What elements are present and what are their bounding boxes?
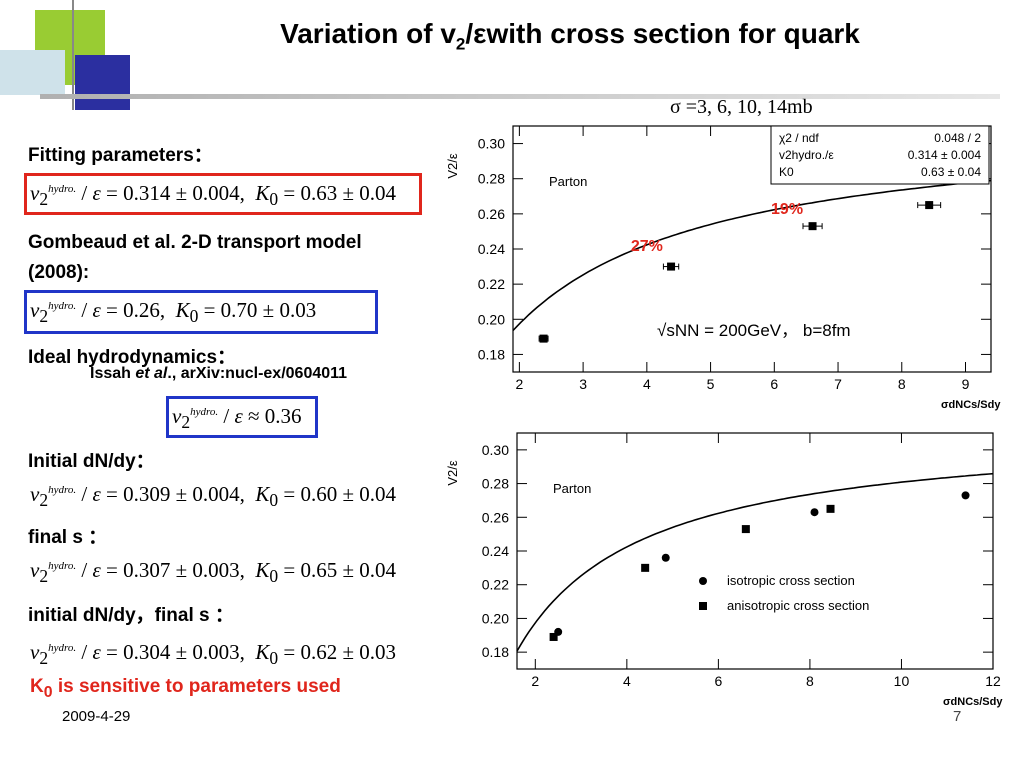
- y-tick-label: 0.24: [482, 543, 509, 559]
- legend-label: isotropic cross section: [727, 573, 855, 588]
- y-tick-label: 0.24: [478, 241, 505, 257]
- y-tick-label: 0.28: [478, 171, 505, 187]
- x-tick-label: 6: [714, 673, 722, 689]
- y-tick-label: 0.18: [482, 644, 509, 660]
- initial-dndy-label: Initial dN/dy：: [28, 451, 155, 472]
- chart-top: 0.18 0.20 0.22 0.24 0.26 0.28 0.30 2 3 4 5 6 7 8 9 V2/ε…: [445, 125, 1001, 411]
- page-number: 7: [953, 708, 962, 725]
- data-point: [808, 222, 817, 231]
- energy-annotation: √sNN = 200GeV， b=8fm: [657, 321, 851, 340]
- x-axis-label: σdNCs/Sdy: [941, 399, 1001, 411]
- y-axis-label: V2/ε: [445, 460, 460, 486]
- y-tick-label: 0.20: [482, 610, 509, 626]
- fit-stats-name: K0: [779, 165, 794, 179]
- decor-vertical-line: [72, 0, 74, 110]
- fit-formula: v2hydro. / ε = 0.314 ± 0.004, K0 = 0.63 …: [30, 181, 396, 210]
- x-tick-label: 10: [894, 673, 910, 689]
- data-point-isotropic: [661, 553, 670, 562]
- data-point-isotropic: [810, 508, 819, 517]
- data-point-isotropic: [961, 491, 970, 500]
- data-point-anisotropic: [826, 504, 835, 513]
- x-axis-label: σdNCs/Sdy: [943, 696, 1003, 708]
- issah-reference: Issah et al., arXiv:nucl-ex/0604011: [90, 365, 348, 382]
- data-point: [925, 201, 934, 210]
- gombeaud-formula-box: [24, 290, 378, 334]
- legend-marker-circle: [699, 577, 707, 585]
- slide-title: Variation of v2/εwith cross section for …: [280, 18, 860, 54]
- decor-teal-block: [0, 50, 65, 95]
- x-tick-label: 7: [834, 376, 842, 392]
- y-axis-label: V2/ε: [445, 153, 460, 179]
- data-point-anisotropic: [641, 563, 650, 572]
- x-tick-label: 8: [898, 376, 906, 392]
- final-s-label: final s ：: [28, 527, 108, 548]
- y-tick-label: 0.22: [482, 577, 509, 593]
- fitting-params-label: Fitting parameters：: [28, 145, 213, 166]
- fit-stats-name: χ2 / ndf: [779, 131, 819, 145]
- fit-stats-box: [770, 125, 990, 185]
- data-point: [539, 334, 548, 343]
- x-tick-label: 2: [515, 376, 523, 392]
- legend-marker-square: [699, 602, 707, 610]
- y-tick-label: 0.18: [478, 346, 505, 362]
- fit-stats-value: 0.048 / 2: [934, 131, 981, 145]
- data-point-anisotropic: [741, 525, 750, 534]
- y-tick-label: 0.26: [482, 509, 509, 525]
- x-tick-label: 8: [806, 673, 814, 689]
- initial-formula: v2hydro. / ε = 0.309 ± 0.004, K0 = 0.60 …: [30, 482, 396, 511]
- gombeaud-label: Gombeaud et al. 2-D transport model (200…: [28, 232, 362, 283]
- y-tick-label: 0.22: [478, 276, 505, 292]
- x-tick-label: 2: [531, 673, 539, 689]
- data-point-anisotropic: [549, 632, 558, 641]
- x-tick-label: 4: [643, 376, 651, 392]
- y-tick-label: 0.28: [482, 476, 509, 492]
- x-tick-label: 9: [962, 376, 970, 392]
- y-tick-label: 0.26: [478, 206, 505, 222]
- fit-stats-name: v2hydro./ε: [779, 148, 834, 162]
- plot-frame: [516, 432, 994, 670]
- x-tick-label: 6: [770, 376, 778, 392]
- percent-label: 19%: [771, 201, 803, 218]
- fit-curve: [512, 179, 992, 332]
- data-point: [667, 262, 676, 271]
- title-underline: [40, 94, 1000, 99]
- gombeaud-formula: v2hydro. / ε = 0.26, K0 = 0.70 ± 0.03: [30, 298, 317, 327]
- fit-stats-value: 0.314 ± 0.004: [908, 148, 982, 162]
- x-tick-label: 3: [579, 376, 587, 392]
- y-tick-label: 0.20: [478, 311, 505, 327]
- decor-blue-block: [75, 55, 130, 110]
- legend-parton: Parton: [549, 174, 587, 189]
- x-tick-label: 4: [623, 673, 631, 689]
- x-tick-label: 12: [985, 673, 1001, 689]
- fit-stats-value: 0.63 ± 0.04: [921, 165, 981, 179]
- final-formula: v2hydro. / ε = 0.307 ± 0.003, K0 = 0.65 …: [30, 558, 396, 587]
- fit-curve: [516, 472, 994, 652]
- fit-formula-box: [24, 173, 422, 215]
- y-tick-label: 0.30: [482, 442, 509, 458]
- legend-label: anisotropic cross section: [727, 598, 869, 613]
- x-tick-label: 5: [707, 376, 715, 392]
- both-label: initial dN/dy，final s ：: [28, 605, 234, 626]
- percent-label: 27%: [631, 238, 663, 255]
- ideal-formula: v2hydro. / ε ≈ 0.36: [172, 404, 302, 433]
- ideal-formula-box: [166, 396, 318, 438]
- k0-sensitivity-note: K0 is sensitive to parameters used: [30, 676, 341, 701]
- cross-section-values: σ =3, 6, 10, 14mb: [670, 96, 813, 118]
- slide-date: 2009-4-29: [62, 708, 131, 725]
- chart-bottom: 0.18 0.20 0.22 0.24 0.26 0.28 0.30 2 4 6 8 10 12 V2/ε…: [445, 432, 1003, 708]
- both-formula: v2hydro. / ε = 0.304 ± 0.003, K0 = 0.62 …: [30, 640, 396, 669]
- legend-parton: Parton: [553, 481, 591, 496]
- y-tick-label: 0.30: [478, 136, 505, 152]
- ideal-hydro-label: Ideal hydrodynamics：: [28, 347, 237, 368]
